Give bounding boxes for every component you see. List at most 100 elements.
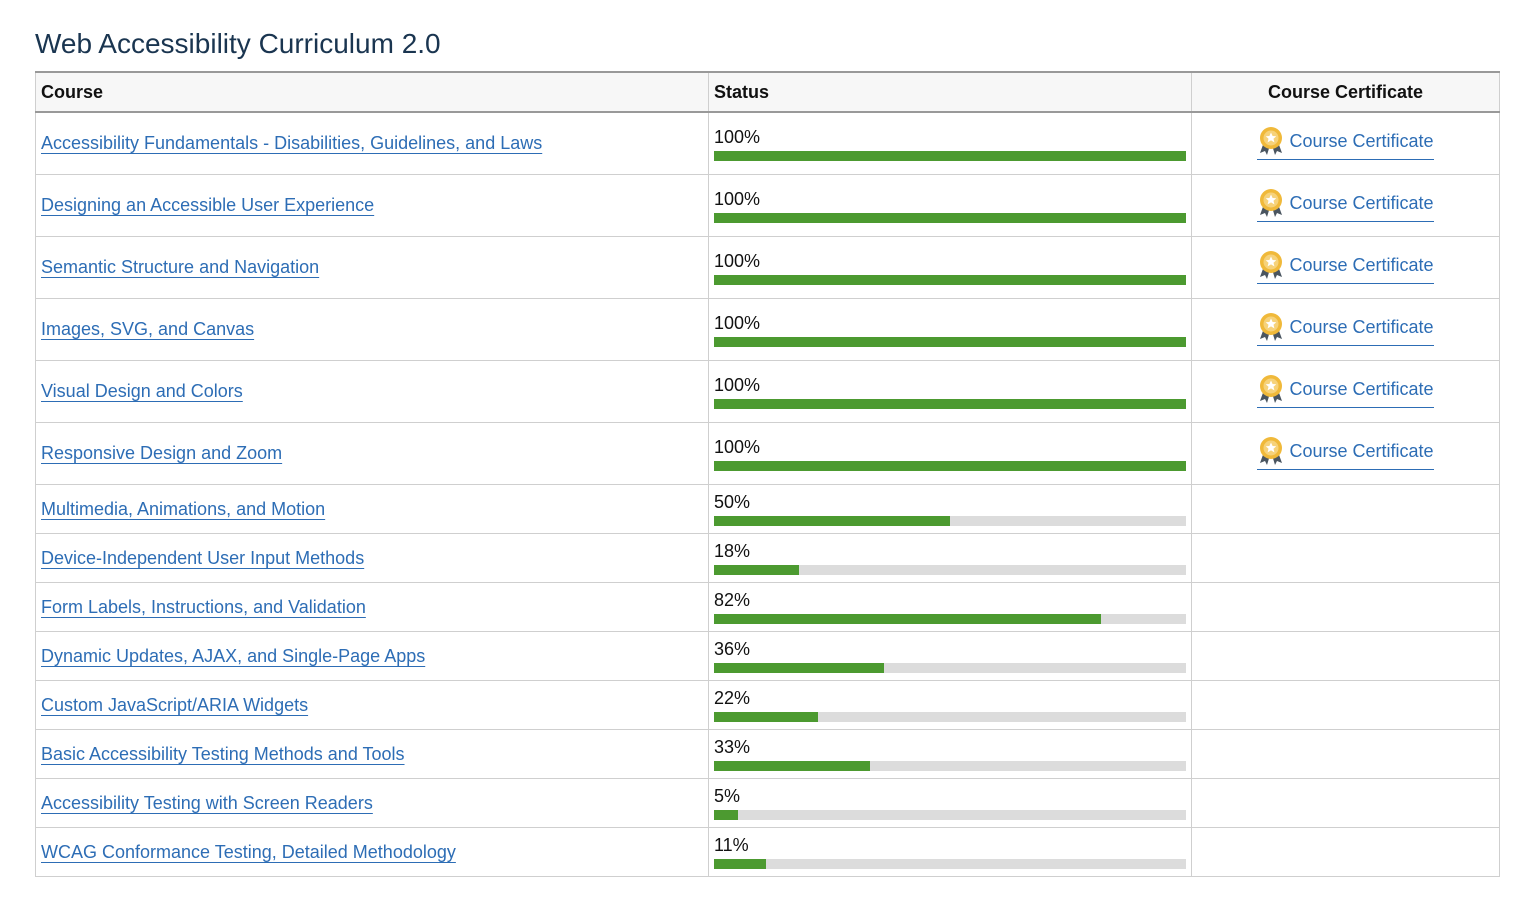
certificate-cell — [1191, 729, 1500, 779]
progress-track — [714, 761, 1186, 771]
table-row: Accessibility Testing with Screen Reader… — [35, 778, 1500, 828]
course-link[interactable]: Dynamic Updates, AJAX, and Single-Page A… — [41, 645, 426, 666]
table-row: Designing an Accessible User Experience 1… — [35, 174, 1500, 237]
course-link[interactable]: Accessibility Testing with Screen Reader… — [41, 792, 373, 813]
progress-fill — [714, 212, 1186, 223]
progress-fill — [714, 274, 1186, 285]
certificate-cell: Course Certificate — [1191, 174, 1500, 237]
progress-fill — [714, 565, 799, 575]
medal-icon — [1260, 313, 1283, 341]
course-cell: Device-Independent User Input Methods — [35, 533, 709, 583]
table-row: WCAG Conformance Testing, Detailed Metho… — [35, 827, 1500, 877]
progress-label: 100% — [714, 188, 761, 209]
progress-track — [714, 859, 1186, 869]
course-cell: Multimedia, Animations, and Motion — [35, 484, 709, 534]
course-cell: WCAG Conformance Testing, Detailed Metho… — [35, 827, 709, 877]
progress-fill — [714, 398, 1186, 409]
certificate-cell: Course Certificate — [1191, 236, 1500, 299]
table-row: Visual Design and Colors 100% Course Certi… — [35, 360, 1500, 423]
certificate-link[interactable]: Course Certificate — [1257, 188, 1434, 222]
course-link[interactable]: Custom JavaScript/ARIA Widgets — [41, 694, 309, 715]
progress-label: 50% — [714, 492, 751, 512]
progress-label: 18% — [714, 541, 751, 561]
progress-label: 36% — [714, 639, 751, 659]
certificate-text: Course Certificate — [1289, 440, 1434, 461]
progress-label: 100% — [714, 436, 761, 457]
course-link[interactable]: WCAG Conformance Testing, Detailed Metho… — [41, 841, 456, 862]
table-row: Dynamic Updates, AJAX, and Single-Page A… — [35, 631, 1500, 681]
course-link[interactable]: Visual Design and Colors — [41, 381, 243, 401]
progress-track — [714, 150, 1186, 161]
progress-label: 33% — [714, 737, 751, 757]
certificate-link[interactable]: Course Certificate — [1257, 436, 1434, 470]
table-row: Images, SVG, and Canvas 100% Course Certif… — [35, 298, 1500, 361]
certificate-link[interactable]: Course Certificate — [1257, 126, 1434, 160]
column-header: Course Certificate — [1191, 71, 1500, 113]
course-cell: Dynamic Updates, AJAX, and Single-Page A… — [35, 631, 709, 681]
progress-fill — [714, 516, 950, 526]
progress-fill — [714, 460, 1186, 471]
course-link[interactable]: Accessibility Fundamentals - Disabilitie… — [41, 133, 543, 153]
course-link[interactable]: Semantic Structure and Navigation — [41, 257, 320, 277]
progress-track — [714, 274, 1186, 285]
certificate-cell — [1191, 631, 1500, 681]
course-cell: Semantic Structure and Navigation — [35, 236, 709, 299]
course-link[interactable]: Form Labels, Instructions, and Validatio… — [41, 596, 366, 617]
status-cell: 36% — [708, 631, 1192, 681]
column-header: Course — [35, 71, 709, 113]
certificate-text: Course Certificate — [1289, 192, 1434, 213]
course-link[interactable]: Device-Independent User Input Methods — [41, 547, 365, 568]
course-cell: Form Labels, Instructions, and Validatio… — [35, 582, 709, 632]
progress-track — [714, 565, 1186, 575]
table-row: Accessibility Fundamentals - Disabilitie… — [35, 111, 1500, 175]
status-cell: 100% — [708, 360, 1192, 423]
status-cell: 100% — [708, 111, 1192, 175]
certificate-cell — [1191, 827, 1500, 877]
certificate-cell: Course Certificate — [1191, 298, 1500, 361]
course-cell: Accessibility Fundamentals - Disabilitie… — [35, 111, 709, 175]
table-row: Semantic Structure and Navigation 100% Cou… — [35, 236, 1500, 299]
status-cell: 82% — [708, 582, 1192, 632]
progress-label: 100% — [714, 250, 761, 271]
status-cell: 5% — [708, 778, 1192, 828]
status-cell: 33% — [708, 729, 1192, 779]
course-link[interactable]: Images, SVG, and Canvas — [41, 319, 255, 339]
course-cell: Accessibility Testing with Screen Reader… — [35, 778, 709, 828]
progress-fill — [714, 336, 1186, 347]
progress-track — [714, 810, 1186, 820]
certificate-link[interactable]: Course Certificate — [1257, 312, 1434, 346]
course-cell: Visual Design and Colors — [35, 360, 709, 423]
course-link[interactable]: Basic Accessibility Testing Methods and … — [41, 743, 405, 764]
course-link[interactable]: Multimedia, Animations, and Motion — [41, 498, 326, 519]
medal-icon — [1260, 437, 1283, 465]
certificate-text: Course Certificate — [1289, 378, 1434, 399]
status-cell: 100% — [708, 422, 1192, 485]
progress-label: 100% — [714, 312, 761, 333]
certificate-cell — [1191, 582, 1500, 632]
certificate-cell — [1191, 484, 1500, 534]
certificate-cell — [1191, 533, 1500, 583]
course-cell: Responsive Design and Zoom — [35, 422, 709, 485]
certificate-link[interactable]: Course Certificate — [1257, 374, 1434, 408]
progress-label: 22% — [714, 688, 751, 708]
course-cell: Designing an Accessible User Experience — [35, 174, 709, 237]
table-row: Responsive Design and Zoom 100% Course Cer… — [35, 422, 1500, 485]
progress-fill — [714, 859, 766, 869]
certificate-cell: Course Certificate — [1191, 360, 1500, 423]
table-body: Accessibility Fundamentals - Disabilitie… — [35, 111, 1500, 877]
certificate-link[interactable]: Course Certificate — [1257, 250, 1434, 284]
progress-label: 82% — [714, 590, 751, 610]
progress-track — [714, 336, 1186, 347]
table-row: Form Labels, Instructions, and Validatio… — [35, 582, 1500, 632]
course-link[interactable]: Designing an Accessible User Experience — [41, 195, 375, 215]
progress-track — [714, 398, 1186, 409]
medal-icon — [1260, 127, 1283, 155]
table-row: Basic Accessibility Testing Methods and … — [35, 729, 1500, 779]
table-row: Custom JavaScript/ARIA Widgets 22% — [35, 680, 1500, 730]
course-link[interactable]: Responsive Design and Zoom — [41, 443, 283, 463]
course-cell: Custom JavaScript/ARIA Widgets — [35, 680, 709, 730]
progress-label: 11% — [714, 835, 749, 855]
progress-fill — [714, 712, 818, 722]
